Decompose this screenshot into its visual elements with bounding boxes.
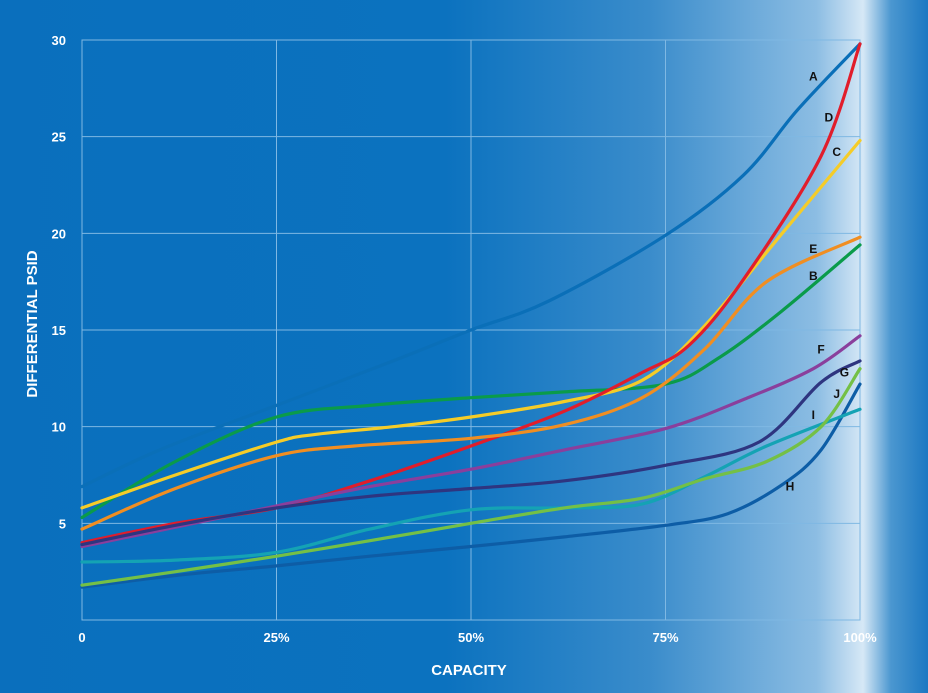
x-tick-label: 25%: [263, 630, 289, 645]
series-label-a: A: [809, 70, 818, 84]
y-axis-title: DIFFERENTIAL PSID: [24, 250, 41, 397]
y-tick-label: 10: [52, 420, 66, 435]
series-line-g: [80, 359, 862, 547]
series-label-e: E: [809, 242, 817, 256]
series-label-c: C: [832, 145, 841, 159]
x-tick-label: 75%: [652, 630, 678, 645]
series-label-h: H: [786, 480, 795, 494]
series-label-d: D: [825, 110, 834, 124]
y-tick-label: 30: [52, 33, 66, 48]
y-tick-label: 20: [52, 226, 66, 241]
series-label-f: F: [817, 342, 824, 356]
series-labels: A B C D E F G H I J: [786, 70, 849, 494]
series-line-a: [80, 42, 862, 489]
x-tick-label: 50%: [458, 630, 484, 645]
series-line-j: [80, 367, 862, 587]
series-line-b: [80, 243, 862, 520]
x-tick-label: 0: [78, 630, 85, 645]
y-tick-label: 5: [59, 516, 66, 531]
series-line-h: [80, 382, 862, 589]
series-label-g: G: [840, 366, 849, 380]
series-line-e: [80, 235, 862, 531]
series-label-i: I: [812, 408, 815, 422]
series-line-i: [80, 407, 862, 564]
y-tick-label: 25: [52, 130, 66, 145]
series-label-j: J: [833, 387, 840, 401]
series-lines: [80, 42, 862, 589]
axis-ticks: 0 25% 50% 75% 100% 5 10 15 20 25 30: [52, 33, 878, 645]
x-axis-title: CAPACITY: [431, 662, 507, 679]
series-label-b: B: [809, 269, 818, 283]
grid: [81, 39, 861, 621]
x-tick-label: 100%: [843, 630, 877, 645]
y-tick-label: 15: [52, 323, 66, 338]
